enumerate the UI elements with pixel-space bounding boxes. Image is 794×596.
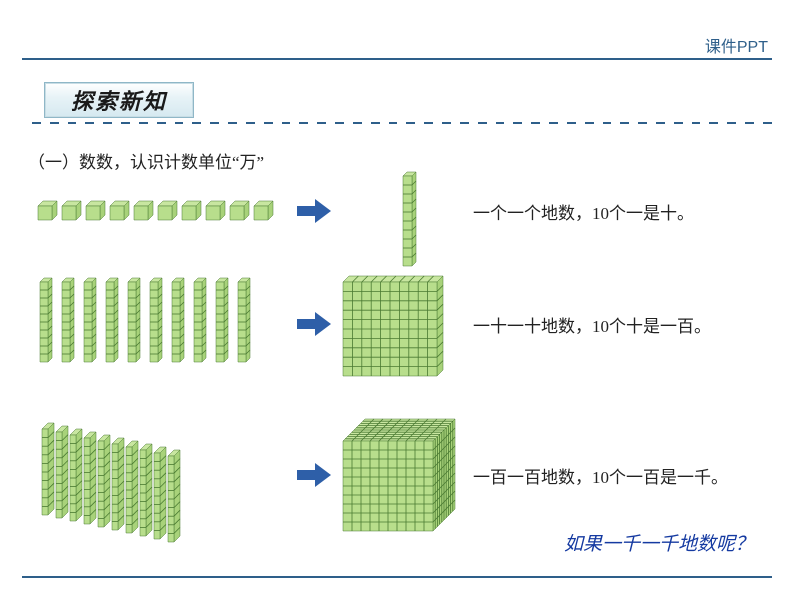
row-ones: 一个一个地数，10个一是十。 [36,176,770,246]
row-tens: 一十一十地数，10个十是一百。 [36,264,770,384]
question-text: 如果一千一千地数呢？ [564,529,754,556]
flats-group [36,405,291,545]
flat-icon [337,268,453,380]
arrow-icon [297,199,331,223]
dash-separator [32,122,772,124]
big-cube-icon [337,413,453,537]
ones-group [36,196,291,226]
flat-cube [337,268,453,380]
bottom-rule [22,576,772,578]
flats-icon [36,405,291,545]
big-cube [337,413,453,537]
section-banner-text: 探索新知 [71,84,167,116]
rods-icon [36,272,291,376]
section-banner: 探索新知 [44,82,194,118]
row-ones-text: 一个一个地数，10个一是十。 [453,199,770,224]
header-label: 课件PPT [705,33,768,57]
row-hundreds: 一百一百地数，10个一百是一千。 [36,400,770,550]
subtitle: （一）数数，认识计数单位“万” [28,148,264,173]
arrow-icon [297,312,331,336]
top-rule [22,58,772,60]
rod-cube [337,176,453,246]
rods-group [36,272,291,376]
unit-cubes-icon [36,196,291,226]
arrow-icon [297,463,331,487]
rod-icon [399,170,421,274]
row-hundreds-text: 一百一百地数，10个一百是一千。 [453,463,770,488]
row-tens-text: 一十一十地数，10个十是一百。 [453,312,770,337]
